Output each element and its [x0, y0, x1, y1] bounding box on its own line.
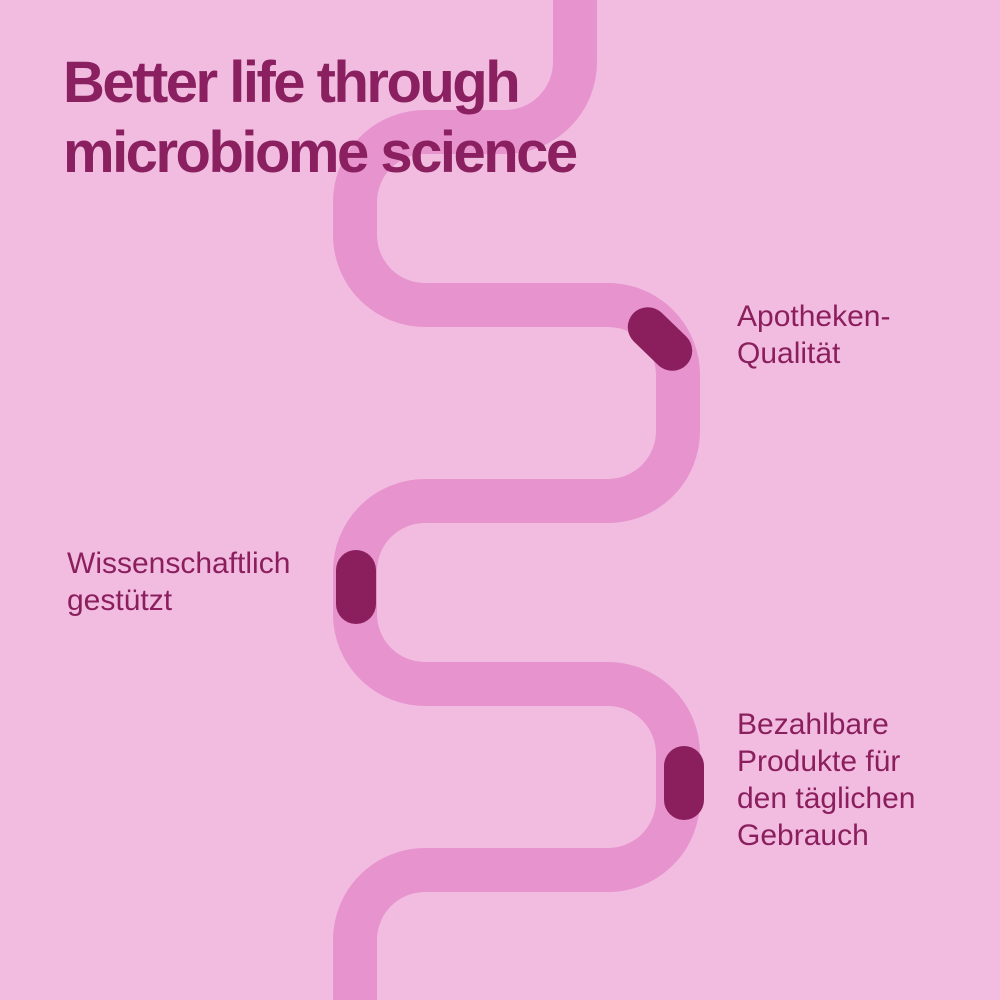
milestone-marker-3 — [664, 746, 704, 820]
milestone-marker-1 — [627, 307, 693, 371]
milestone-label-line: gestützt — [67, 584, 173, 617]
milestone-label-line: den täglichen — [737, 782, 916, 815]
milestone-label-line: Qualität — [737, 337, 841, 370]
milestone-label-line: Gebrauch — [737, 819, 869, 852]
milestone-marker-2 — [336, 550, 376, 624]
winding-path — [333, 0, 700, 1000]
milestone-label-line: Produkte für — [737, 745, 901, 778]
milestone-label-wissenschaftlich-gestuetzt: Wissenschaftlich gestützt — [67, 545, 290, 619]
page-title-line-1: Better life through — [63, 50, 521, 115]
milestone-label-apotheken-qualitaet: Apotheken- Qualität — [737, 298, 890, 372]
page-title-line-2: microbiome science — [63, 120, 578, 185]
milestone-label-line: Apotheken- — [737, 300, 891, 333]
milestone-label-line: Bezahlbare — [737, 708, 889, 741]
page-title: Better life through microbiome science — [63, 48, 578, 188]
milestone-label-line: Wissenschaftlich — [67, 547, 291, 580]
milestone-label-bezahlbare-produkte: Bezahlbare Produkte für den täglichen Ge… — [737, 706, 915, 854]
